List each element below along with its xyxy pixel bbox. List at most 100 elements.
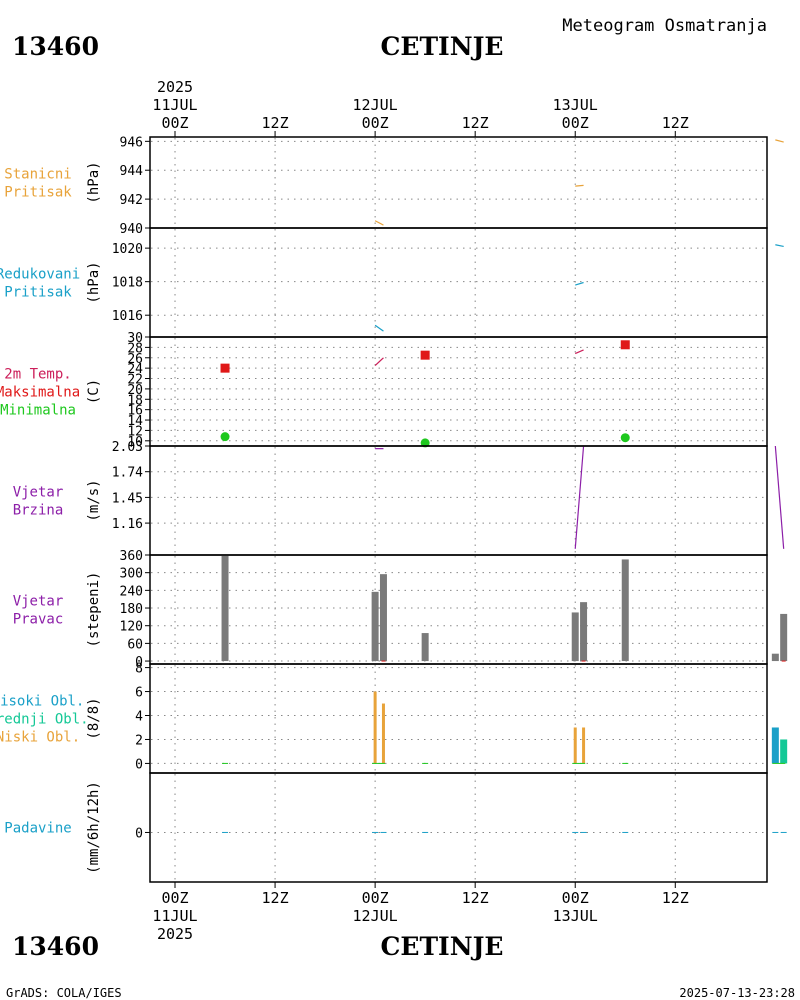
top-tick-date: 11JUL bbox=[152, 96, 197, 114]
y-axis-unit: (m/s) bbox=[86, 479, 102, 521]
series-line bbox=[575, 281, 584, 286]
bottom-tick-date: 13JUL bbox=[553, 907, 598, 925]
y-tick-label: 2 bbox=[135, 733, 143, 748]
y-tick-label: 20 bbox=[127, 383, 143, 398]
min-temp-point bbox=[420, 438, 430, 448]
series-line bbox=[374, 324, 384, 332]
min-temp-point bbox=[620, 433, 630, 443]
series-line bbox=[775, 139, 784, 143]
bar bbox=[621, 559, 629, 662]
y-tick-label: 0 bbox=[135, 826, 143, 841]
y-tick-label: 942 bbox=[120, 193, 143, 208]
y-tick-label: 26 bbox=[127, 352, 143, 367]
panel-label: Visoki Obl. bbox=[0, 694, 84, 710]
top-tick-year: 2025 bbox=[157, 78, 193, 96]
y-tick-label: 6 bbox=[135, 686, 143, 701]
y-tick-label: 22 bbox=[127, 373, 143, 388]
panel-station_pressure: 940 942 944 946 (hPa) Stanicni Pritisak bbox=[4, 135, 784, 237]
footer-credit: GrADS: COLA/IGES bbox=[6, 986, 122, 1000]
temp-line bbox=[374, 357, 384, 366]
top-tick-time: 00Z bbox=[362, 114, 389, 132]
panel-frame bbox=[149, 445, 768, 556]
series-line bbox=[774, 445, 785, 549]
y-axis-unit: (C) bbox=[86, 379, 102, 404]
y-tick-label: 1.16 bbox=[112, 517, 143, 532]
bottom-tick-time: 00Z bbox=[161, 889, 188, 907]
bar bbox=[780, 739, 788, 764]
top-tick-date: 13JUL bbox=[553, 96, 598, 114]
y-tick-label: 1016 bbox=[112, 309, 143, 324]
y-tick-label: 360 bbox=[120, 549, 143, 564]
top-tick-time: 12Z bbox=[662, 114, 689, 132]
min-temp-point bbox=[220, 432, 230, 442]
panel-label: Vjetar bbox=[13, 485, 64, 501]
y-tick-label: 8 bbox=[135, 662, 143, 677]
max-temp-point bbox=[620, 340, 630, 350]
top-tick-time: 12Z bbox=[462, 114, 489, 132]
y-tick-label: 240 bbox=[120, 584, 143, 599]
top-tick-time: 00Z bbox=[161, 114, 188, 132]
bottom-tick-time: 12Z bbox=[262, 889, 289, 907]
series-line bbox=[775, 244, 784, 248]
y-tick-label: 1020 bbox=[112, 242, 143, 257]
header-station-id: 13460 bbox=[12, 32, 99, 61]
panel-label: Vjetar bbox=[13, 594, 64, 610]
bar bbox=[571, 612, 579, 662]
series-line bbox=[575, 184, 584, 187]
y-tick-label: 1.74 bbox=[112, 466, 143, 481]
y-tick-label: 300 bbox=[120, 567, 143, 582]
y-tick-label: 1.45 bbox=[112, 491, 143, 506]
bar bbox=[379, 574, 387, 662]
y-tick-label: 18 bbox=[127, 393, 143, 408]
y-axis-unit: (mm/6h/12h) bbox=[86, 781, 102, 874]
bar bbox=[381, 703, 385, 764]
panel-label: Brzina bbox=[13, 503, 64, 519]
temp-line bbox=[574, 349, 584, 355]
y-tick-label: 944 bbox=[120, 164, 144, 179]
footer-timestamp: 2025-07-13-23:28 bbox=[679, 986, 795, 1000]
y-tick-label: 10 bbox=[127, 435, 143, 450]
y-tick-label: 1018 bbox=[112, 276, 143, 291]
panels: 940942944946(hPa)StanicniPritisak1016101… bbox=[0, 135, 788, 883]
bottom-tick-time: 00Z bbox=[562, 889, 589, 907]
panel-label: Srednji Obl. bbox=[0, 712, 89, 728]
bar bbox=[421, 633, 429, 662]
y-tick-label: 16 bbox=[127, 404, 143, 419]
y-tick-label: 14 bbox=[127, 414, 143, 429]
y-tick-label: 940 bbox=[120, 222, 143, 237]
bottom-tick-time: 12Z bbox=[462, 889, 489, 907]
y-tick-label: 180 bbox=[120, 602, 143, 617]
y-tick-label: 30 bbox=[127, 331, 143, 346]
y-tick-label: 0 bbox=[135, 655, 143, 670]
panel-label: Redukovani bbox=[0, 267, 80, 283]
series-line bbox=[574, 445, 585, 549]
y-axis-unit: (stepeni) bbox=[86, 572, 102, 648]
y-tick-label: 4 bbox=[135, 710, 143, 725]
y-tick-label: 946 bbox=[120, 135, 143, 150]
panel-reduced_pressure: 1016 1018 1020 (hPa) Redukovani Pritisak bbox=[0, 227, 784, 338]
panel-label: 2m Temp. bbox=[4, 367, 71, 383]
footer-station-id: 13460 bbox=[12, 932, 99, 961]
max-temp-point bbox=[220, 363, 230, 373]
y-tick-label: 28 bbox=[127, 341, 143, 356]
y-axis-unit: (8/8) bbox=[86, 697, 102, 739]
meteogram-title: Meteogram Osmatranja bbox=[562, 16, 767, 36]
panel-label: Padavine bbox=[4, 821, 71, 837]
footer-station-name: CETINJE bbox=[381, 932, 504, 961]
bottom-tick-date: 12JUL bbox=[353, 907, 398, 925]
panel-frame bbox=[149, 554, 768, 665]
bottom-tick-time: 00Z bbox=[362, 889, 389, 907]
y-tick-label: 60 bbox=[127, 637, 143, 652]
bar bbox=[373, 691, 377, 764]
panel-label: Pritisak bbox=[4, 285, 72, 301]
panel-precipitation: 0 (mm/6h/12h) Padavine bbox=[4, 772, 787, 883]
y-tick-label: 24 bbox=[127, 362, 143, 377]
bar bbox=[580, 602, 588, 662]
panel-label: Pritisak bbox=[4, 185, 72, 201]
panel-label: Stanicni bbox=[4, 167, 71, 183]
top-tick-date: 12JUL bbox=[353, 96, 398, 114]
